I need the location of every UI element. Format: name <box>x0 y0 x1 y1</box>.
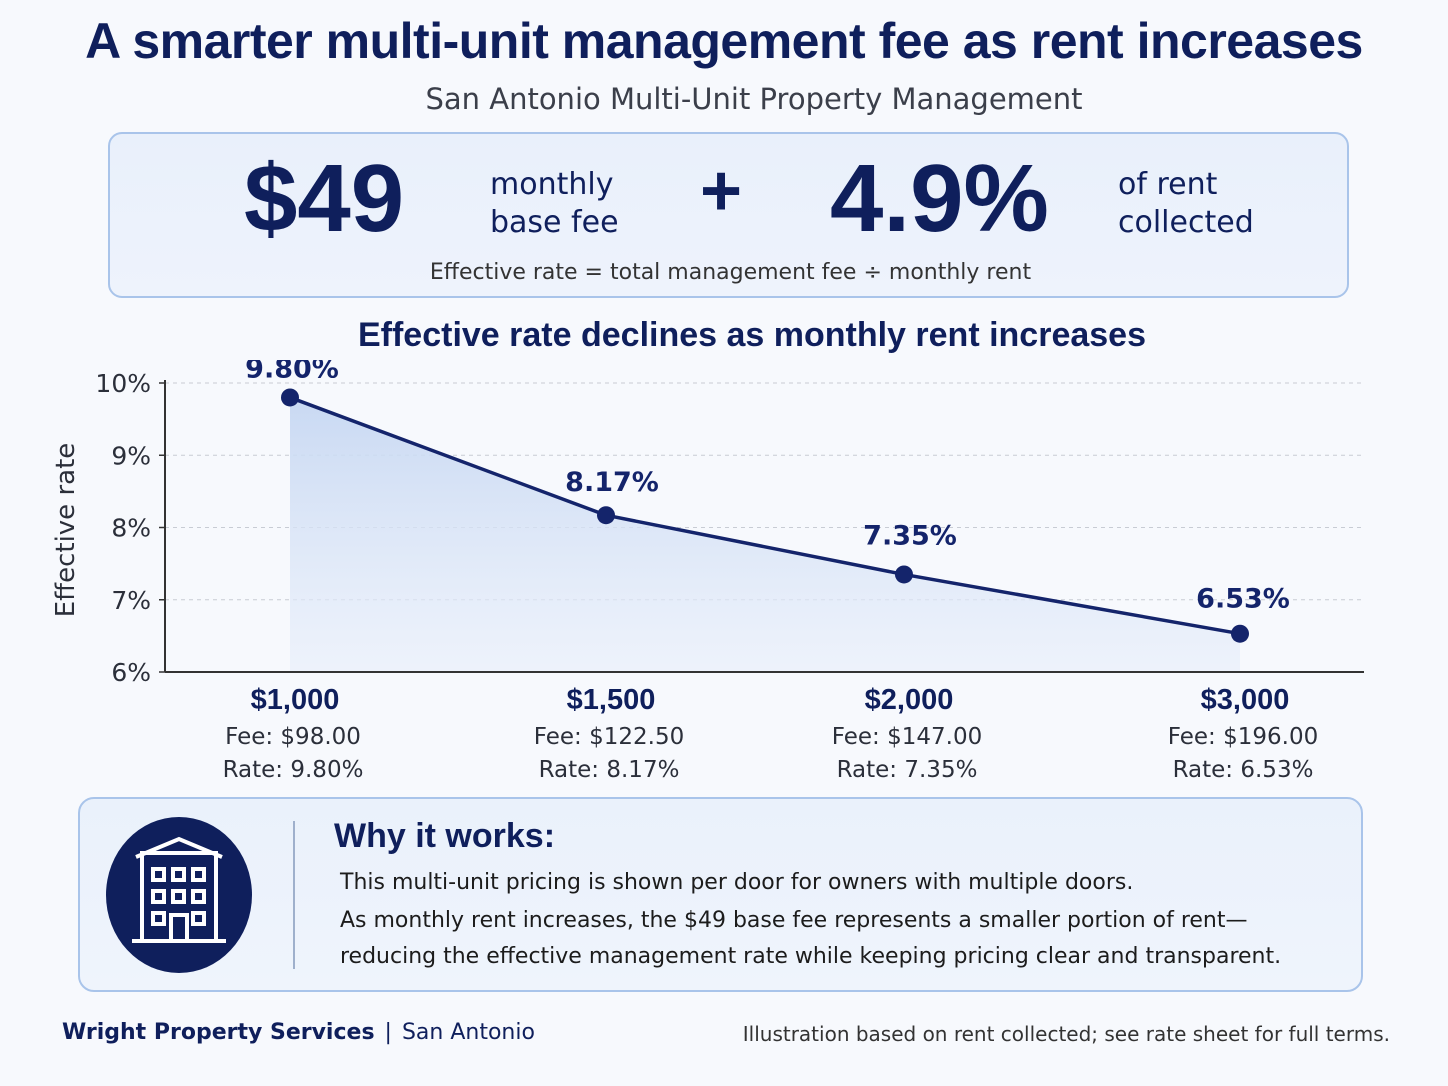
x-tick-label: $3,000 <box>1201 684 1290 716</box>
y-tick-label: 8% <box>111 514 151 543</box>
why-it-works-line2: As monthly rent increases, the $49 base … <box>340 903 1281 975</box>
plus-sign: + <box>700 151 743 231</box>
company-name: Wright Property Services <box>62 1020 375 1045</box>
vertical-divider <box>293 821 295 969</box>
building-icon <box>106 817 252 973</box>
why-it-works-title: Why it works: <box>334 817 556 855</box>
base-fee-label-line2: base fee <box>490 205 619 240</box>
y-tick-label: 10% <box>95 369 151 398</box>
fee-label: Fee: $196.00 <box>1168 724 1318 750</box>
data-label: 7.35% <box>863 520 957 551</box>
percent-fee-amount: 4.9% <box>830 145 1049 252</box>
footer-city: San Antonio <box>401 1020 535 1045</box>
y-axis-label: Effective rate <box>51 443 81 618</box>
data-point <box>895 565 913 584</box>
data-label: 9.80% <box>245 360 339 384</box>
base-fee-label-line1: monthly <box>490 167 614 202</box>
why-it-works-box: Why it works: This multi-unit pricing is… <box>78 797 1363 992</box>
x-tick-label: $1,000 <box>251 684 340 716</box>
base-fee-label: monthly base fee <box>490 166 619 242</box>
why-it-works-line1: This multi-unit pricing is shown per doo… <box>340 870 1134 895</box>
area-fill <box>290 397 1240 672</box>
chart-axes: 10% 9% 8% 7% 6% Effective rate <box>51 369 1364 687</box>
footer-brand: Wright Property Services | San Antonio <box>62 1020 535 1045</box>
data-point <box>1231 624 1249 643</box>
y-tick-label: 6% <box>111 658 151 687</box>
rate-label: Rate: 7.35% <box>837 757 978 783</box>
page-title: A smarter multi-unit management fee as r… <box>85 13 1363 69</box>
x-tick-label: $2,000 <box>865 684 954 716</box>
rate-label: Rate: 8.17% <box>539 757 680 783</box>
y-tick-label: 7% <box>111 586 151 615</box>
fee-summary-box: $49 monthly base fee + 4.9% of rent coll… <box>108 132 1349 298</box>
why-it-works-line2a: As monthly rent increases, the $49 base … <box>340 908 1248 933</box>
effective-rate-formula: Effective rate = total management fee ÷ … <box>429 260 1032 285</box>
percent-fee-label: of rent collected <box>1118 166 1254 242</box>
series-line <box>289 395 1241 636</box>
percent-fee-label-line2: collected <box>1118 205 1254 240</box>
rate-label: Rate: 6.53% <box>1173 757 1314 783</box>
effective-rate-chart: 10% 9% 8% 7% 6% Effective rate 9.80% $1,000 Fee… <box>51 360 1364 783</box>
rate-label: Rate: 9.80% <box>223 757 364 783</box>
fee-label: Fee: $98.00 <box>225 724 361 750</box>
y-tick-label: 9% <box>111 441 151 470</box>
data-label: 8.17% <box>565 467 659 498</box>
fee-label: Fee: $122.50 <box>534 724 684 750</box>
percent-fee-label-line1: of rent <box>1118 167 1218 202</box>
data-point <box>281 388 299 407</box>
why-it-works-line2b: reducing the effective management rate w… <box>340 944 1282 969</box>
chart-title: Effective rate declines as monthly rent … <box>357 316 1146 354</box>
footer-disclaimer: Illustration based on rent collected; se… <box>742 1022 1390 1046</box>
base-fee-amount: $49 <box>244 145 405 252</box>
chart-labels: 9.80% $1,000 Fee: $98.00 Rate: 9.80% 8.17% $1… <box>223 360 1319 783</box>
data-point <box>597 506 615 525</box>
chart-series <box>281 388 1249 643</box>
data-label: 6.53% <box>1196 584 1290 615</box>
chart-area-fill <box>290 397 1240 672</box>
fee-label: Fee: $147.00 <box>832 724 982 750</box>
x-tick-label: $1,500 <box>567 684 656 716</box>
footer-separator: | <box>384 1020 392 1045</box>
page-subtitle: San Antonio Multi-Unit Property Manageme… <box>425 82 1083 116</box>
